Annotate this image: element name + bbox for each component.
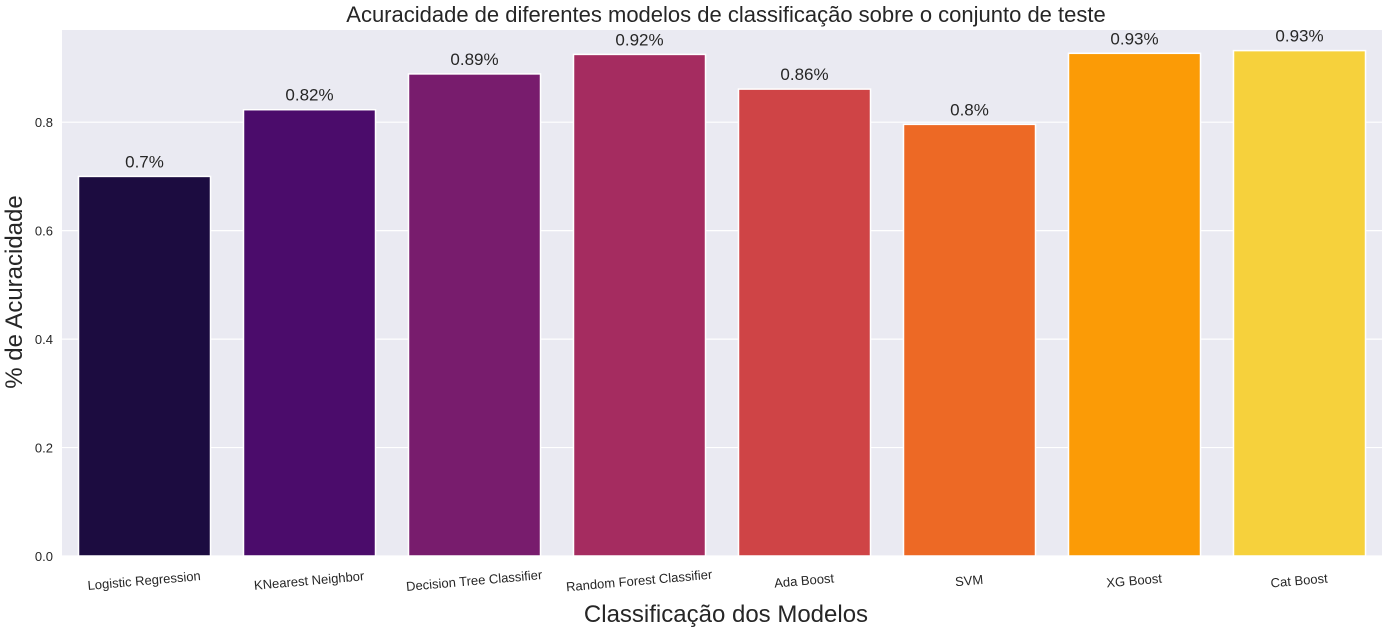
x-tick-label: Decision Tree Classifier — [405, 567, 543, 594]
bar-value-label: 0.93% — [1275, 27, 1323, 46]
y-tick-label: 0.6 — [35, 224, 53, 239]
bar — [902, 123, 1037, 557]
bar-value-label: 0.86% — [780, 65, 828, 84]
bar-value-label: 0.92% — [615, 30, 663, 49]
y-tick-label: 0.2 — [35, 441, 53, 456]
bar — [242, 108, 377, 557]
y-axis-label: % de Acuracidade — [1, 195, 28, 388]
y-tick-label: 0.4 — [35, 332, 53, 347]
x-tick-label: Cat Boost — [1270, 571, 1329, 591]
bar — [1067, 52, 1202, 557]
x-tick-label: Logistic Regression — [87, 568, 201, 593]
bar-value-label: 0.82% — [285, 86, 333, 105]
x-tick-label: KNearest Neighbor — [253, 568, 365, 593]
y-tick-label: 0.0 — [35, 549, 53, 564]
x-tick-label: Ada Boost — [774, 570, 835, 590]
x-tick-label: XG Boost — [1106, 571, 1163, 591]
bar-value-label: 0.7% — [125, 152, 164, 171]
x-tick-label: SVM — [954, 572, 983, 589]
bar — [1232, 49, 1367, 557]
chart-title: Acuracidade de diferentes modelos de cla… — [346, 2, 1105, 27]
bar — [407, 73, 542, 557]
bar — [737, 88, 872, 557]
bar-value-label: 0.89% — [450, 50, 498, 69]
y-tick-label: 0.8 — [35, 115, 53, 130]
x-axis: Logistic Regression KNearest Neighbor Deci… — [87, 567, 1329, 595]
bar-value-label: 0.8% — [950, 100, 989, 119]
x-tick-label: Random Forest Classifier — [565, 567, 713, 595]
bar — [77, 175, 212, 557]
bar — [572, 53, 707, 557]
bar-value-label: 0.93% — [1110, 29, 1158, 48]
bars — [77, 49, 1367, 557]
x-axis-label: Classificação dos Modelos — [584, 601, 868, 628]
data-labels: 0.7% 0.82% 0.89% 0.92% 0.86% 0.8% 0.93% 0.93% — [125, 27, 1323, 172]
y-axis: 0.0 0.2 0.4 0.6 0.8 — [35, 115, 53, 564]
